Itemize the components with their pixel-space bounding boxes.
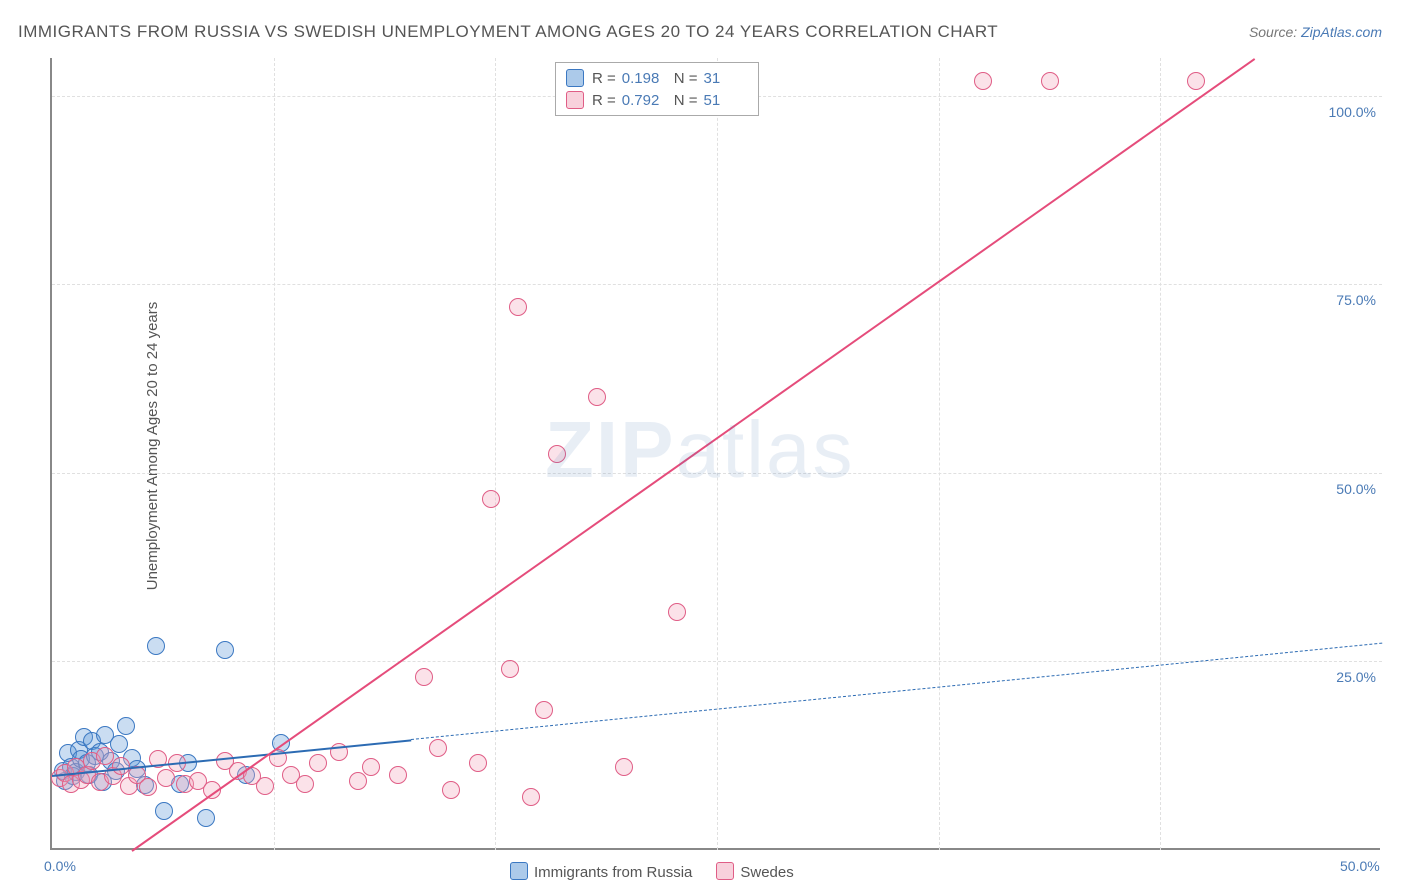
gridline-v	[1160, 58, 1161, 850]
data-point	[139, 778, 157, 796]
data-point	[147, 637, 165, 655]
legend-r-label: R =	[592, 92, 616, 109]
gridline-v	[274, 58, 275, 850]
legend-label: Immigrants from Russia	[534, 864, 692, 881]
legend-swatch	[566, 69, 584, 87]
data-point	[415, 668, 433, 686]
data-point	[1041, 72, 1059, 90]
data-point	[501, 660, 519, 678]
legend-row: R = 0.198 N = 31	[566, 67, 748, 89]
legend-r-label: R =	[592, 70, 616, 87]
data-point	[509, 298, 527, 316]
data-point	[429, 739, 447, 757]
legend-n-label: N =	[674, 70, 698, 87]
chart-title: IMMIGRANTS FROM RUSSIA VS SWEDISH UNEMPL…	[18, 22, 998, 42]
legend-item: Swedes	[716, 862, 793, 881]
data-point	[296, 775, 314, 793]
data-point	[197, 809, 215, 827]
source-prefix: Source:	[1249, 24, 1301, 40]
data-point	[117, 717, 135, 735]
legend-n-value: 51	[704, 92, 748, 109]
y-tick-label: 25.0%	[1320, 669, 1376, 685]
legend-label: Swedes	[740, 864, 793, 881]
data-point	[974, 72, 992, 90]
trend-line	[411, 643, 1382, 740]
legend-swatch	[510, 862, 528, 880]
legend-correlation: R = 0.198 N = 31 R = 0.792 N = 51	[555, 62, 759, 116]
legend-n-label: N =	[674, 92, 698, 109]
source-link[interactable]: ZipAtlas.com	[1301, 24, 1382, 40]
data-point	[309, 754, 327, 772]
data-point	[442, 781, 460, 799]
data-point	[256, 777, 274, 795]
data-point	[1187, 72, 1205, 90]
legend-r-value: 0.198	[622, 70, 666, 87]
data-point	[362, 758, 380, 776]
data-point	[216, 641, 234, 659]
gridline-v	[939, 58, 940, 850]
legend-r-value: 0.792	[622, 92, 666, 109]
data-point	[548, 445, 566, 463]
data-point	[535, 701, 553, 719]
legend-swatch	[716, 862, 734, 880]
data-point	[482, 490, 500, 508]
data-point	[588, 388, 606, 406]
legend-swatch	[566, 91, 584, 109]
data-point	[615, 758, 633, 776]
legend-item: Immigrants from Russia	[510, 862, 692, 881]
y-tick-label: 100.0%	[1320, 104, 1376, 120]
source-credit: Source: ZipAtlas.com	[1249, 24, 1382, 40]
data-point	[349, 772, 367, 790]
data-point	[469, 754, 487, 772]
data-point	[522, 788, 540, 806]
data-point	[668, 603, 686, 621]
data-point	[389, 766, 407, 784]
trend-line	[131, 58, 1255, 852]
x-tick-label: 0.0%	[44, 858, 76, 874]
gridline-v	[717, 58, 718, 850]
legend-row: R = 0.792 N = 51	[566, 89, 748, 111]
data-point	[157, 769, 175, 787]
data-point	[96, 747, 114, 765]
y-tick-label: 75.0%	[1320, 292, 1376, 308]
plot-area	[50, 58, 1380, 850]
x-tick-label: 50.0%	[1340, 858, 1380, 874]
data-point	[155, 802, 173, 820]
y-tick-label: 50.0%	[1320, 481, 1376, 497]
legend-n-value: 31	[704, 70, 748, 87]
legend-series: Immigrants from Russia Swedes	[510, 862, 794, 881]
